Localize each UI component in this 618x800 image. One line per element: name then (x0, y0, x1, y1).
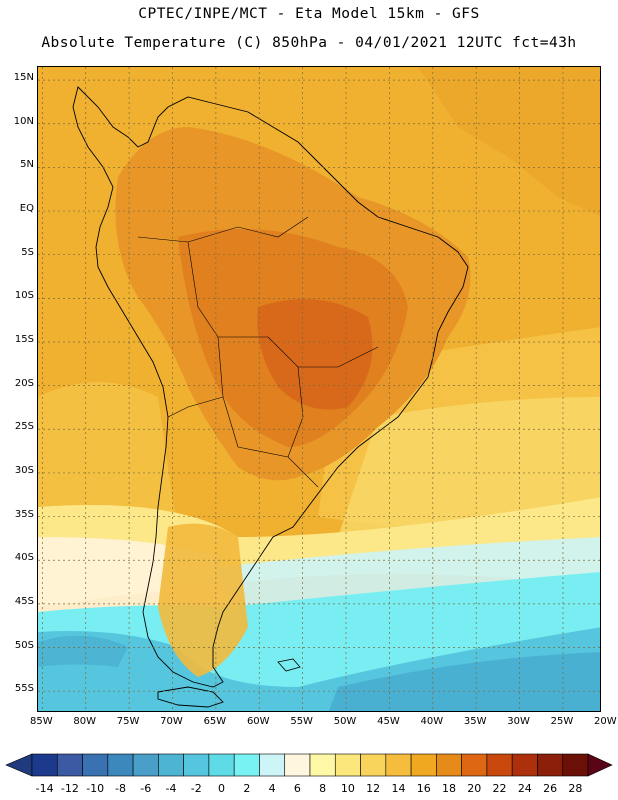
temperature-field-atlantic-cool (338, 397, 600, 542)
colorbar-swatch (158, 753, 184, 777)
graticule (38, 67, 600, 711)
colorbar-swatch (436, 753, 462, 777)
colorbar-swatch (208, 753, 235, 777)
longitude-tick-label: 65W (203, 716, 227, 727)
longitude-tick-label: 80W (73, 716, 97, 727)
colorbar-swatch (562, 753, 589, 777)
latitude-tick-label: 45S (14, 595, 34, 607)
colorbar-tick-label: 18 (442, 782, 456, 795)
temperature-map (37, 66, 601, 712)
temperature-field-lightblue-band (218, 537, 600, 607)
colorbar-tick-label: 2 (243, 782, 251, 795)
colorbar-swatch (183, 753, 210, 777)
colorbar-swatch (410, 753, 437, 777)
longitude-tick-label: 35W (463, 716, 487, 727)
longitude-tick-label: 85W (30, 716, 53, 727)
colorbar-tick-label: 26 (543, 782, 558, 795)
colorbar-swatch (537, 753, 564, 777)
colorbar-tick-label: 14 (391, 782, 406, 795)
colorbar-tick-label: 24 (517, 782, 532, 795)
falkland-islands (277, 658, 301, 672)
longitude-tick-label: 50W (333, 716, 357, 727)
longitude-tick-label: 30W (507, 716, 530, 727)
colorbar-swatch (107, 753, 134, 777)
colorbar-min-arrow (5, 753, 33, 777)
latitude-tick-label: 20S (14, 377, 34, 389)
colorbar-tick-label: -12 (60, 782, 79, 795)
latitude-tick-label: 5S (21, 246, 34, 258)
colorbar-swatch (31, 753, 58, 777)
longitude-tick-label: 20W (594, 716, 617, 727)
colorbar-swatch (511, 753, 538, 777)
latitude-tick-label: 15N (13, 72, 34, 84)
longitude-tick-label: 40W (420, 716, 444, 727)
colorbar-swatch (259, 753, 286, 777)
colorbar-tick-label: -14 (35, 782, 54, 795)
latitude-tick-label: 5N (20, 159, 34, 171)
latitude-tick-label: 35S (14, 508, 34, 520)
longitude-tick-label: 45W (377, 716, 400, 727)
latitude-tick-label: 40S (14, 552, 34, 564)
colorbar-tick-label: 28 (568, 782, 583, 795)
colorbar-tick-label: 22 (492, 782, 507, 795)
colorbar-tick-label: 16 (416, 782, 431, 795)
temperature-field-atlantic-north (418, 67, 600, 217)
latitude-tick-label: 50S (14, 639, 34, 651)
colorbar-tick-label: 4 (268, 782, 276, 795)
colorbar-tick-label: 20 (467, 782, 482, 795)
south-america-coastline (72, 86, 469, 688)
map-subtitle: Absolute Temperature (C) 850hPa - 04/01/… (41, 35, 577, 51)
latitude-tick-label: 15S (14, 333, 34, 345)
latitude-tick-label: 10N (13, 115, 34, 127)
longitude-tick-label: 75W (116, 716, 140, 727)
longitude-tick-label: 60W (246, 716, 270, 727)
latitude-tick-label: 10S (14, 290, 34, 302)
latitude-tick-label: 30S (14, 464, 34, 476)
colorbar-swatch (309, 753, 336, 777)
colorbar-swatch (284, 753, 311, 777)
colorbar-tick-label: 10 (340, 782, 355, 795)
colorbar-tick-label: -8 (114, 782, 126, 795)
colorbar-tick-label: 12 (366, 782, 381, 795)
colorbar-swatch (56, 753, 83, 777)
longitude-tick-label: 55W (290, 716, 313, 727)
colorbar-max-arrow (587, 753, 613, 777)
longitude-tick-label: 25W (550, 716, 574, 727)
tierra-del-fuego (157, 686, 224, 708)
latitude-tick-label: 55S (14, 683, 34, 695)
temperature-field-patagonia (158, 523, 248, 677)
colorbar (5, 753, 613, 777)
country-borders (137, 216, 379, 488)
map-title: CPTEC/INPE/MCT - Eta Model 15km - GFS (138, 6, 480, 22)
latitude-tick-label: EQ (19, 203, 34, 215)
temperature-field-blue-west (38, 635, 128, 667)
colorbar-swatch (233, 753, 260, 777)
colorbar-swatch (334, 753, 361, 777)
colorbar-tick-label: -4 (165, 782, 177, 795)
map-canvas (38, 67, 600, 711)
colorbar-tick-label: -10 (86, 782, 105, 795)
temperature-field-deep-blue (328, 652, 600, 711)
colorbar-tick-label: 6 (293, 782, 301, 795)
longitude-tick-label: 70W (160, 716, 183, 727)
colorbar-tick-label: -2 (190, 782, 202, 795)
colorbar-swatch (132, 753, 159, 777)
colorbar-swatch (360, 753, 387, 777)
colorbar-swatch (385, 753, 412, 777)
colorbar-swatch (486, 753, 513, 777)
colorbar-tick-label: -6 (140, 782, 152, 795)
colorbar-tick-label: 8 (319, 782, 327, 795)
temperature-field-continent-hottest (257, 299, 373, 410)
colorbar-tick-label: 0 (218, 782, 226, 795)
colorbar-swatch (461, 753, 488, 777)
colorbar-swatch (82, 753, 109, 777)
latitude-tick-label: 25S (14, 421, 34, 433)
